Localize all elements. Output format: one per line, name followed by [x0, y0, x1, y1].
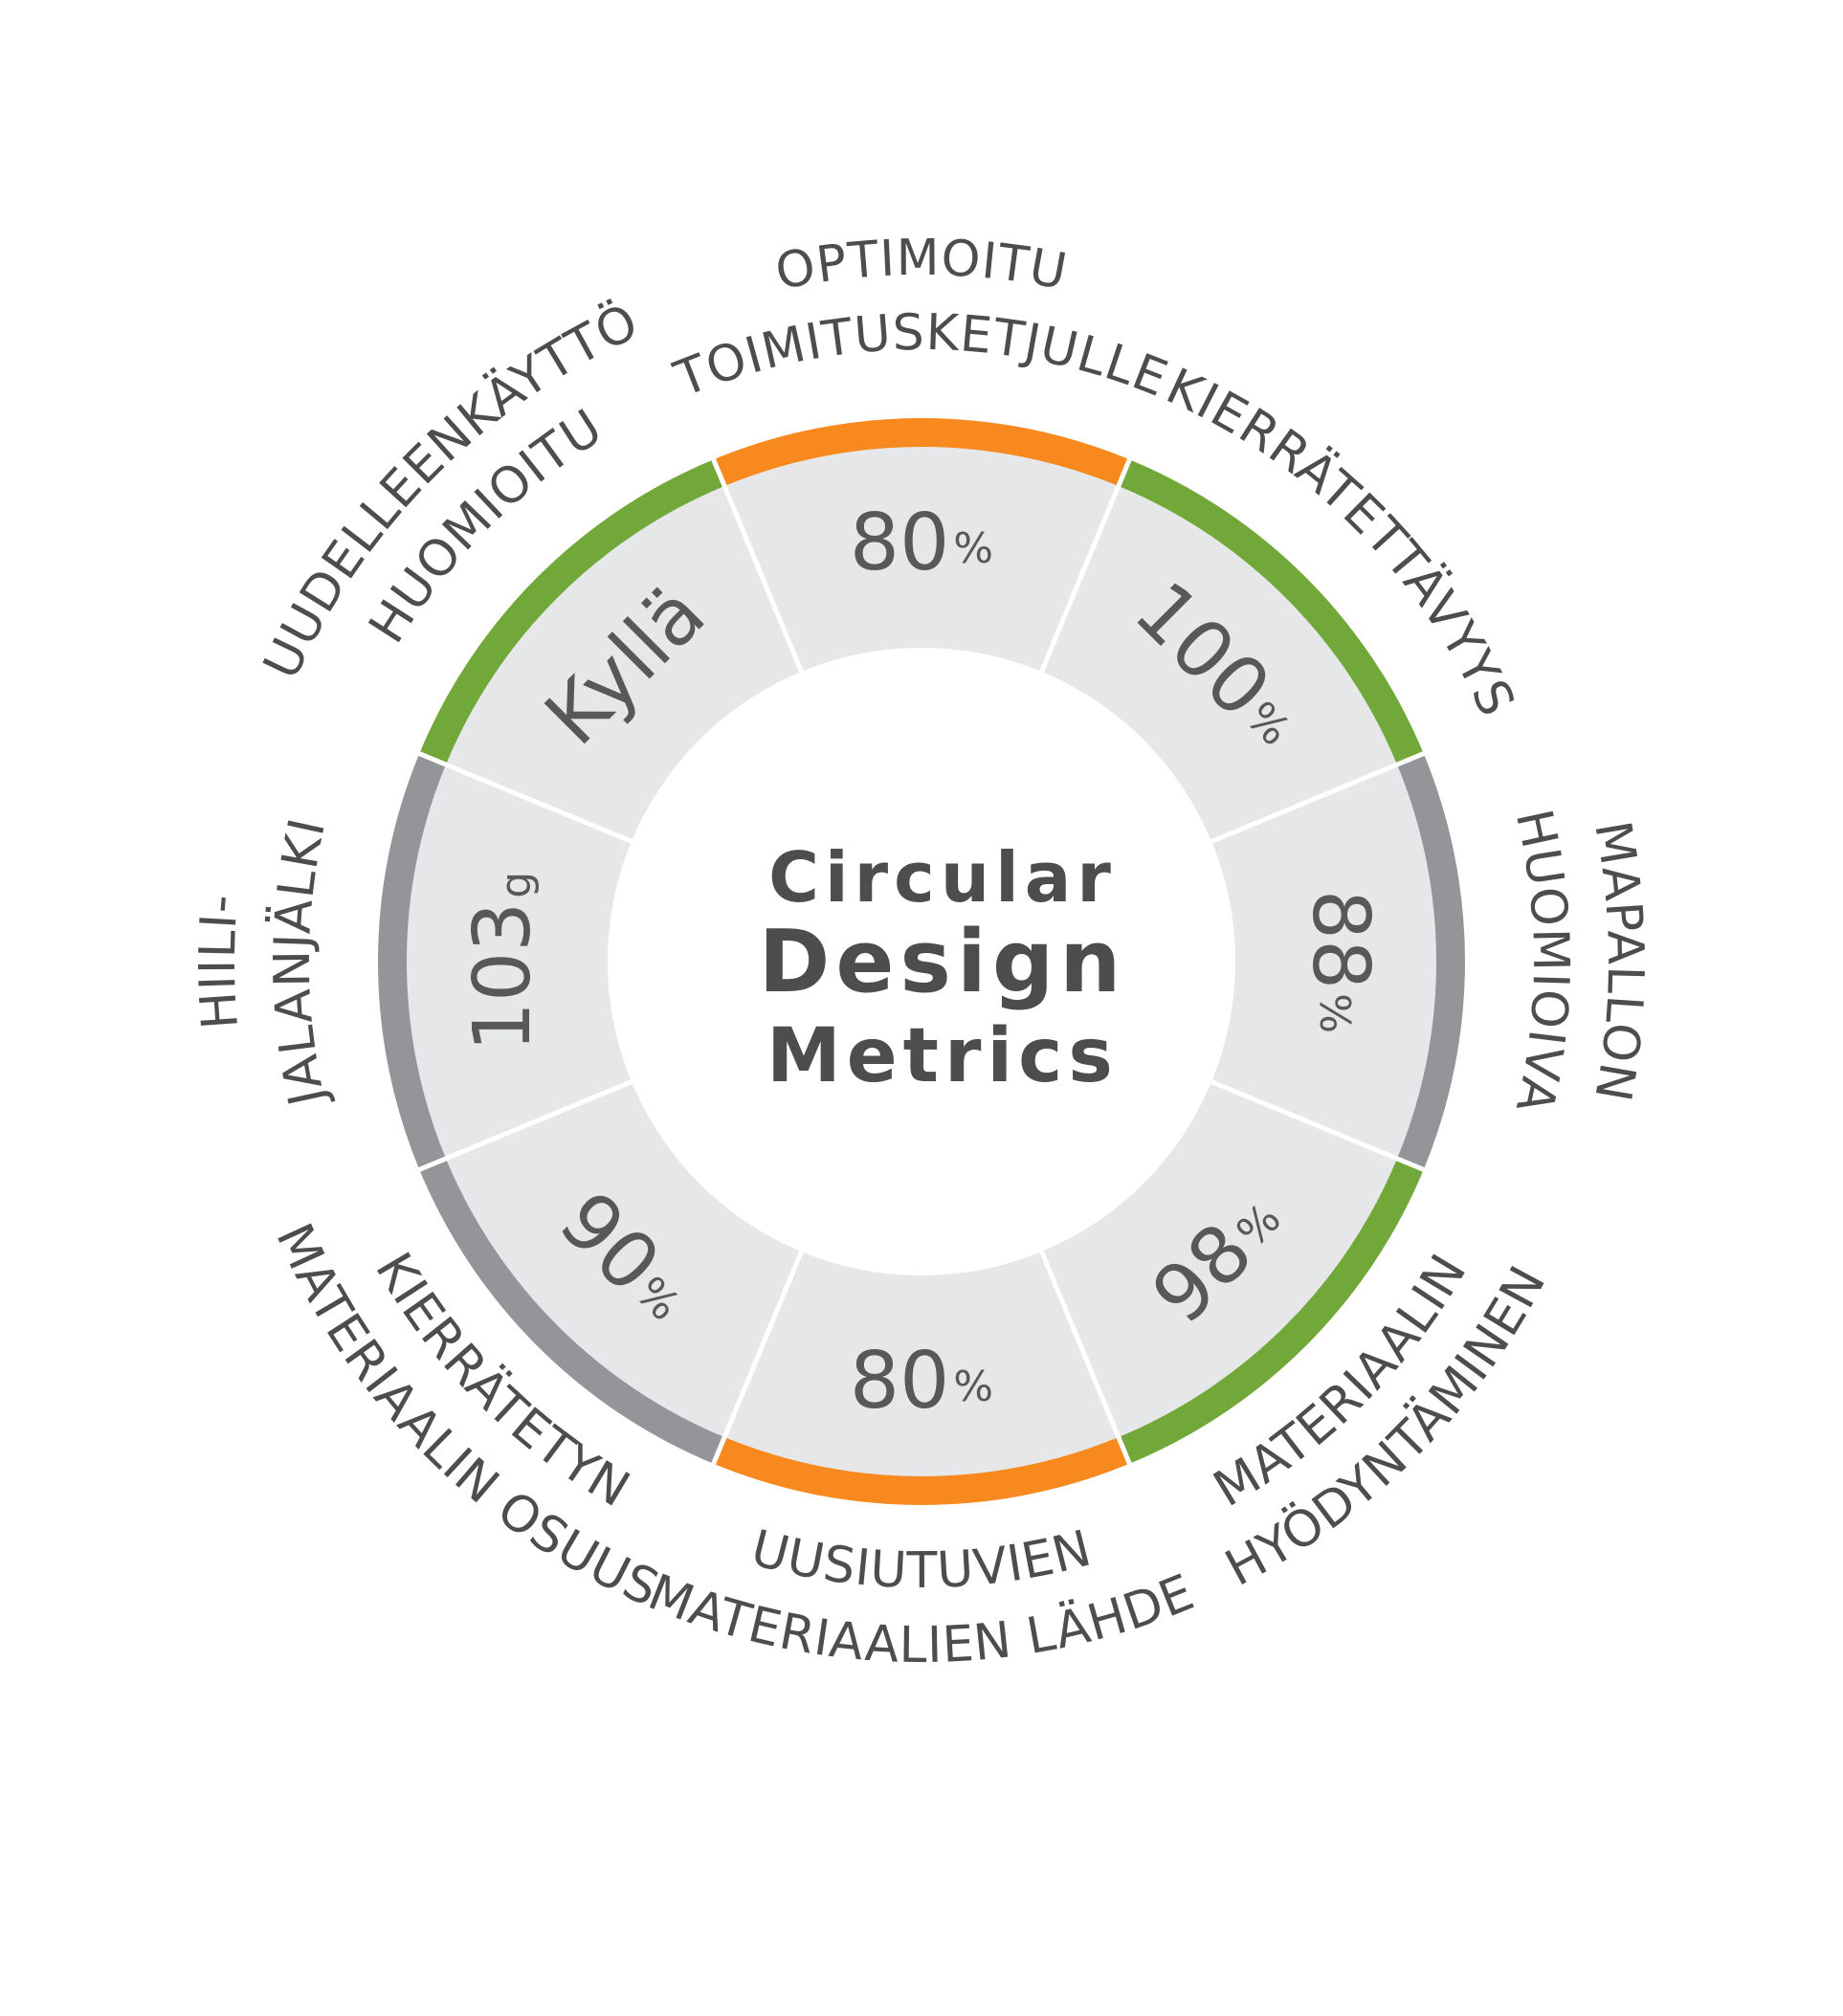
segment-value-group-3: 88%	[1296, 890, 1387, 1033]
segment-value-number-3: 88	[1296, 890, 1387, 989]
segment-value-7: 103 g	[457, 872, 548, 1052]
segment-divider-6	[710, 1249, 805, 1467]
segment-value-group-5: 80%	[850, 1336, 993, 1427]
ring-arc-6	[419, 1158, 725, 1464]
outer-label-text-7-1: HIILI-	[189, 892, 249, 1031]
segment-value-unit-7: g	[492, 872, 541, 898]
segment-divider-3	[1209, 750, 1427, 845]
segment-1	[721, 437, 1122, 672]
segment-6	[436, 1081, 802, 1447]
segment-divider-1	[710, 456, 805, 675]
center-title: Circular Design Metrics	[759, 837, 1127, 1099]
center-disc	[608, 648, 1235, 1275]
segment-value-group-1: 80%	[850, 498, 993, 588]
segment-7	[396, 761, 632, 1163]
segment-value-5: 80%	[850, 1336, 993, 1427]
ring-arc-5	[713, 1437, 1130, 1505]
segment-divider-4	[1209, 1078, 1427, 1173]
segment-value-number-5: 80	[850, 1336, 949, 1427]
segment-divider-5	[1038, 1249, 1133, 1467]
outer-label-7-line-2: JALANJÄLKI	[264, 813, 339, 1114]
outer-label-text-7-2: JALANJÄLKI	[264, 813, 338, 1114]
outer-label-1-line-1: OPTIMOITU	[771, 230, 1072, 301]
outer-label-text-1-1: OPTIMOITU	[771, 230, 1071, 301]
outer-label-7-line-1: HIILI-	[189, 892, 250, 1031]
center-title-line1: Circular	[768, 837, 1117, 918]
center-title-line3: Metrics	[766, 1013, 1119, 1099]
segment-value-group-7: 103 g	[457, 872, 548, 1052]
segment-3	[1211, 761, 1446, 1163]
segment-value-3: 88%	[1296, 890, 1387, 1033]
segment-divider-8	[416, 750, 634, 845]
outer-label-text-3-2: HUOMIOIVA	[1504, 805, 1579, 1119]
segment-4	[1041, 1081, 1407, 1447]
ring-arc-3	[1397, 753, 1465, 1170]
ring-arc-8	[419, 459, 725, 765]
segment-value-number-7: 103	[457, 902, 548, 1052]
ring-arc-1	[713, 418, 1130, 486]
segment-value-unit-3: %	[1311, 993, 1360, 1033]
outer-label-text-1-2: TOIMITUSKETJULLE	[666, 304, 1174, 410]
ring-arc-7	[378, 753, 446, 1170]
outer-label-3-line-1: MAPALLON	[1583, 817, 1654, 1106]
outer-label-3-line-2: HUOMIOIVA	[1504, 805, 1580, 1119]
segment-value-unit-5: %	[953, 1362, 993, 1411]
segments-layer	[396, 437, 1446, 1486]
outer-label-5-line-1: UUSIUTUVIEN	[745, 1519, 1098, 1600]
segment-value-1: 80%	[850, 498, 993, 588]
ring-arc-2	[1118, 459, 1424, 765]
center-title-line2: Design	[759, 912, 1127, 1012]
segment-value-unit-1: %	[953, 524, 993, 573]
outer-ring	[378, 418, 1465, 1505]
ring-arc-4	[1118, 1158, 1424, 1464]
segment-2	[1041, 476, 1407, 842]
segment-8	[436, 476, 802, 842]
segment-5	[721, 1252, 1122, 1486]
outer-label-text-3-1: MAPALLON	[1583, 817, 1653, 1106]
outer-label-1-line-2: TOIMITUSKETJULLE	[666, 304, 1175, 410]
segment-divider-7	[416, 1078, 634, 1173]
outer-label-text-5-1: UUSIUTUVIEN	[745, 1519, 1097, 1600]
segment-divider-2	[1038, 456, 1133, 675]
segment-value-number-1: 80	[850, 498, 949, 588]
